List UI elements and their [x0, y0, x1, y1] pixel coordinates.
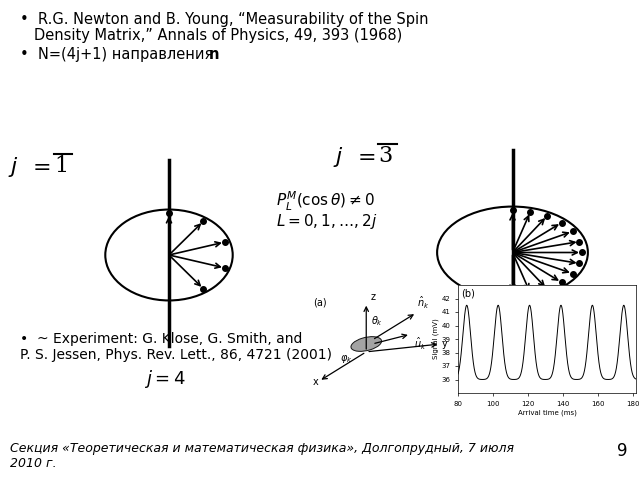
Text: y: y	[442, 339, 447, 349]
Text: $j = 4$: $j = 4$	[144, 368, 186, 390]
Text: •  ~ Experiment: G. Klose, G. Smith, and: • ~ Experiment: G. Klose, G. Smith, and	[20, 332, 302, 346]
Text: $j$: $j$	[8, 155, 19, 179]
X-axis label: Arrival time (ms): Arrival time (ms)	[518, 409, 577, 416]
Text: (b): (b)	[461, 288, 476, 298]
Text: $=$: $=$	[28, 155, 51, 177]
Text: $\hat{n}_k$: $\hat{n}_k$	[417, 295, 429, 311]
Text: $\theta_k$: $\theta_k$	[371, 314, 383, 328]
Text: (a): (a)	[313, 298, 326, 308]
Y-axis label: Signal (mV): Signal (mV)	[432, 319, 438, 360]
Text: 9: 9	[618, 442, 628, 460]
Text: $j$: $j$	[333, 145, 344, 169]
Text: •  R.G. Newton and B. Young, “Measurability of the Spin: • R.G. Newton and B. Young, “Measurabili…	[20, 12, 429, 27]
Text: $P_L^M(\cos\theta) \neq 0$: $P_L^M(\cos\theta) \neq 0$	[276, 190, 375, 213]
Text: Секция «Теоретическая и математическая физика», Долгопрудный, 7 июля
2010 г.: Секция «Теоретическая и математическая ф…	[10, 442, 514, 470]
Text: Density Matrix,” Annals of Physics, 49, 393 (1968): Density Matrix,” Annals of Physics, 49, …	[34, 28, 403, 43]
Text: $=$: $=$	[353, 145, 376, 167]
Text: n: n	[209, 47, 220, 62]
Ellipse shape	[351, 336, 381, 351]
Text: x: x	[313, 377, 319, 387]
Text: •  N=(4j+1) направления: • N=(4j+1) направления	[20, 47, 218, 62]
Text: $L = 0, 1, \ldots, 2j$: $L = 0, 1, \ldots, 2j$	[276, 212, 377, 231]
Text: P. S. Jessen, Phys. Rev. Lett., 86, 4721 (2001): P. S. Jessen, Phys. Rev. Lett., 86, 4721…	[20, 348, 332, 362]
Text: 1: 1	[54, 155, 68, 177]
Text: $\hat{u}_k$: $\hat{u}_k$	[413, 336, 426, 352]
Text: $\varphi_k$: $\varphi_k$	[340, 353, 352, 365]
Text: z: z	[371, 292, 376, 302]
Text: 3: 3	[378, 145, 392, 167]
